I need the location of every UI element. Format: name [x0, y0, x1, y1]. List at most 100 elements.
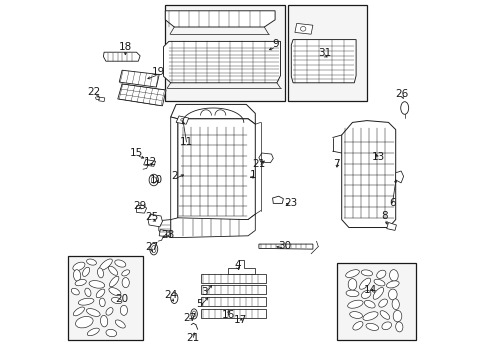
- Ellipse shape: [364, 300, 374, 308]
- Polygon shape: [99, 97, 104, 102]
- Ellipse shape: [120, 305, 127, 315]
- Text: 3: 3: [201, 287, 208, 297]
- Polygon shape: [258, 153, 273, 163]
- Text: 1: 1: [250, 170, 256, 180]
- Polygon shape: [170, 117, 178, 221]
- Polygon shape: [159, 220, 170, 236]
- Ellipse shape: [379, 311, 389, 319]
- Ellipse shape: [106, 329, 117, 337]
- Text: 8: 8: [381, 211, 387, 221]
- Bar: [164, 5, 284, 101]
- Polygon shape: [291, 40, 355, 83]
- Ellipse shape: [151, 246, 156, 253]
- Text: 26: 26: [395, 89, 408, 99]
- Bar: [68, 256, 142, 340]
- Ellipse shape: [122, 278, 129, 288]
- Ellipse shape: [75, 316, 93, 328]
- Ellipse shape: [373, 279, 384, 286]
- Text: 22: 22: [87, 87, 101, 97]
- Text: 25: 25: [145, 212, 158, 222]
- Polygon shape: [201, 285, 265, 294]
- Text: 20: 20: [115, 294, 128, 304]
- Ellipse shape: [352, 321, 362, 330]
- Polygon shape: [165, 11, 275, 27]
- Ellipse shape: [300, 27, 305, 31]
- Ellipse shape: [395, 322, 402, 332]
- Polygon shape: [143, 159, 155, 166]
- Text: 7: 7: [332, 159, 339, 169]
- Polygon shape: [201, 309, 265, 318]
- Polygon shape: [201, 274, 265, 283]
- Text: 14: 14: [363, 285, 376, 295]
- Polygon shape: [118, 84, 166, 106]
- Polygon shape: [136, 205, 146, 213]
- Ellipse shape: [71, 288, 79, 295]
- Ellipse shape: [381, 322, 391, 330]
- Ellipse shape: [392, 310, 401, 322]
- Text: 31: 31: [317, 48, 330, 58]
- Text: 23: 23: [284, 198, 297, 208]
- Text: 10: 10: [149, 175, 163, 185]
- Ellipse shape: [376, 270, 385, 278]
- Ellipse shape: [365, 323, 378, 330]
- Ellipse shape: [361, 291, 370, 298]
- Ellipse shape: [347, 279, 356, 290]
- Ellipse shape: [149, 174, 158, 186]
- Ellipse shape: [115, 260, 125, 267]
- Ellipse shape: [349, 312, 362, 318]
- Polygon shape: [159, 230, 171, 237]
- Ellipse shape: [122, 270, 129, 276]
- Ellipse shape: [345, 270, 359, 278]
- Bar: [288, 5, 366, 101]
- Polygon shape: [395, 171, 403, 183]
- Ellipse shape: [89, 280, 104, 288]
- Ellipse shape: [149, 243, 158, 255]
- Polygon shape: [272, 196, 283, 203]
- Ellipse shape: [73, 262, 85, 271]
- Polygon shape: [176, 116, 188, 124]
- Polygon shape: [294, 23, 312, 34]
- Ellipse shape: [386, 281, 398, 288]
- Text: 4: 4: [234, 260, 240, 270]
- Polygon shape: [170, 214, 255, 238]
- Ellipse shape: [109, 288, 121, 296]
- Polygon shape: [386, 222, 396, 230]
- Ellipse shape: [181, 119, 183, 121]
- Polygon shape: [103, 52, 140, 61]
- Ellipse shape: [192, 311, 196, 317]
- Ellipse shape: [73, 270, 81, 281]
- Ellipse shape: [372, 288, 383, 299]
- Ellipse shape: [378, 299, 386, 307]
- Ellipse shape: [86, 259, 96, 265]
- Text: 19: 19: [152, 67, 165, 77]
- Ellipse shape: [115, 320, 125, 328]
- Ellipse shape: [86, 309, 100, 316]
- Ellipse shape: [109, 276, 119, 287]
- Polygon shape: [228, 260, 255, 274]
- Text: 17: 17: [234, 315, 247, 325]
- Ellipse shape: [389, 270, 397, 281]
- Text: 28: 28: [161, 230, 174, 240]
- Polygon shape: [170, 104, 255, 124]
- Ellipse shape: [387, 289, 396, 300]
- Ellipse shape: [362, 312, 377, 320]
- Text: 24: 24: [164, 290, 177, 300]
- Text: 21: 21: [186, 333, 199, 343]
- Ellipse shape: [99, 298, 105, 307]
- Text: 30: 30: [278, 240, 291, 251]
- Polygon shape: [119, 70, 159, 87]
- Text: 5: 5: [196, 299, 203, 309]
- Polygon shape: [163, 41, 280, 83]
- Ellipse shape: [347, 300, 363, 308]
- Polygon shape: [148, 214, 162, 227]
- Text: 6: 6: [388, 198, 395, 208]
- Ellipse shape: [359, 278, 370, 289]
- Ellipse shape: [346, 290, 358, 297]
- Text: 11: 11: [180, 137, 193, 147]
- Ellipse shape: [97, 268, 103, 278]
- Text: 16: 16: [221, 310, 234, 320]
- Bar: [337, 263, 415, 340]
- Ellipse shape: [190, 309, 197, 319]
- Text: 27: 27: [183, 312, 196, 323]
- Text: 2: 2: [171, 171, 177, 181]
